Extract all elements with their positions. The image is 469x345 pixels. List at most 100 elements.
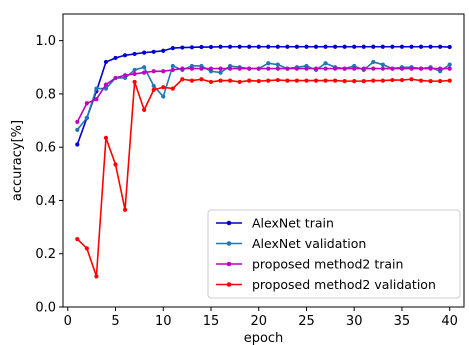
data-point [399,66,405,71]
data-point [275,66,280,71]
axes-frame [62,13,465,308]
data-point [151,49,156,54]
data-point [113,162,118,167]
data-point [84,101,89,106]
data-point [371,78,376,83]
data-point [361,44,366,49]
y-tick-label: 0.8 [35,87,56,102]
data-point [285,66,290,71]
legend-swatch-marker [226,220,232,226]
data-point [227,44,233,49]
data-point [199,44,204,50]
data-point [256,66,261,71]
data-point [266,78,271,83]
data-point [94,97,99,102]
legend-entry-label: AlexNet validation [252,236,366,251]
data-point [189,45,194,50]
data-point [313,78,319,83]
data-point [390,44,395,49]
data-point [275,44,280,49]
data-point [180,77,185,82]
data-point [399,77,405,83]
data-point [438,66,443,71]
data-point [151,83,156,89]
data-point [94,274,99,279]
data-point [189,66,194,71]
data-point [247,78,252,83]
data-point [275,62,280,67]
data-point [294,66,300,71]
x-tick-label: 30 [346,314,363,329]
legend-box [207,209,461,299]
data-point [390,77,395,83]
legend-swatch-marker [226,241,232,246]
data-point [170,67,175,73]
data-point [380,78,385,83]
series-line-0 [76,45,450,145]
data-point [447,44,452,50]
data-point [122,53,128,58]
data-point [323,78,328,83]
data-point [113,55,118,61]
data-point [342,44,347,49]
y-tick-label: 1.0 [35,34,56,49]
y-tick-label: 0.0 [35,301,56,316]
series-line-1 [76,61,451,131]
data-point [113,75,118,81]
data-point [304,44,309,49]
data-point [189,78,194,83]
data-point [333,78,338,83]
data-point [218,66,223,71]
data-point [218,78,223,83]
legend-entry-label: proposed method2 train [252,257,403,272]
series-line-3 [76,78,450,278]
data-point [361,66,366,71]
data-point [361,79,366,84]
data-point [180,66,185,71]
data-point [132,71,137,77]
data-point [438,79,443,84]
y-tick-label: 0.6 [35,141,56,156]
legend-entry-label: AlexNet train [252,216,334,231]
data-point [170,45,175,51]
data-point [447,62,452,67]
x-tick-label: 20 [250,314,267,329]
data-point [428,66,433,71]
legend-swatch-marker [226,282,232,287]
data-point [122,207,128,212]
series-line-2 [76,67,450,123]
data-point [390,66,395,71]
data-point [409,44,414,49]
data-point [333,66,338,71]
data-point [227,66,233,71]
data-point [161,69,166,74]
data-point [447,78,452,83]
data-point [313,44,319,49]
data-point [304,78,309,83]
data-point [132,67,137,73]
data-point [352,44,357,49]
data-point [266,61,271,66]
data-point [208,66,214,71]
data-point [399,44,405,49]
data-point [409,66,414,71]
data-point [380,66,385,71]
data-point [161,85,166,90]
data-point [285,78,290,83]
data-point [333,44,338,49]
x-tick-label: 15 [203,314,220,329]
data-point [132,79,137,85]
data-point [161,94,166,99]
data-point [122,73,128,78]
data-point [75,236,80,242]
data-point [256,44,261,49]
legend-entry-label: proposed method2 validation [252,277,436,292]
data-point [170,86,175,91]
data-point [352,66,357,71]
data-point [371,59,376,65]
data-point [323,66,328,71]
data-point [285,44,290,49]
data-point [371,66,376,71]
data-point [380,62,385,67]
